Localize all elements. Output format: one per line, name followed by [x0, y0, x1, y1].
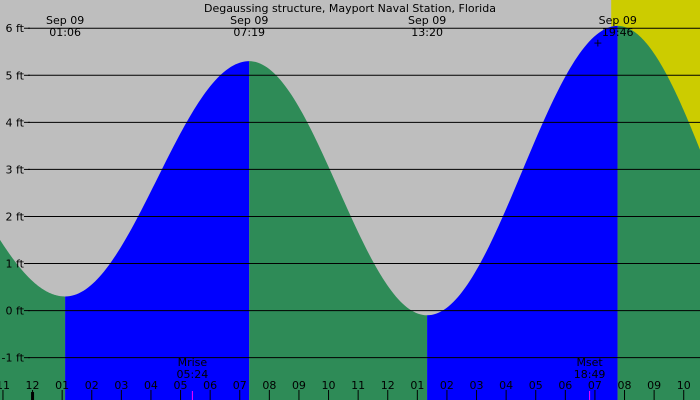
y-tick-label: 0 ft: [6, 305, 25, 318]
x-tick-label: 10: [677, 379, 691, 392]
extreme-date-label: Sep 09: [408, 14, 446, 27]
x-tick-label: 02: [85, 379, 99, 392]
moon-event-time: 18:49: [574, 368, 606, 381]
y-tick-label: 6 ft: [6, 22, 25, 35]
y-tick-label: -1 ft: [2, 352, 25, 365]
x-tick-label: 06: [203, 379, 217, 392]
x-tick-label: 12: [26, 379, 40, 392]
extreme-time-label: 13:20: [411, 26, 443, 39]
x-tick-label: 07: [588, 379, 602, 392]
x-tick-label: 05: [174, 379, 188, 392]
moon-event-time: 05:24: [177, 368, 209, 381]
markers: +: [593, 36, 602, 49]
y-tick-label: 1 ft: [6, 258, 25, 271]
plus-marker: +: [593, 36, 602, 49]
x-tick-label: 08: [262, 379, 276, 392]
y-tick-label: 4 ft: [6, 116, 25, 129]
x-tick-label: 12: [381, 379, 395, 392]
extreme-date-label: Sep 09: [46, 14, 84, 27]
extreme-time-label: 07:19: [233, 26, 265, 39]
extreme-time-label: 19:46: [602, 26, 634, 39]
y-tick-label: 2 ft: [6, 210, 25, 223]
gridlines: [24, 27, 700, 359]
x-tick-label: 05: [529, 379, 543, 392]
moon-event-label: Mset: [576, 356, 603, 369]
rising-tide-area: [65, 61, 250, 400]
x-tick-label: 01: [410, 379, 424, 392]
falling-tide-area: [0, 239, 66, 400]
x-tick-label: 09: [292, 379, 306, 392]
y-tick-label: 5 ft: [6, 69, 25, 82]
y-tick-label: 3 ft: [6, 163, 25, 176]
tide-areas: [0, 25, 700, 400]
falling-tide-area: [617, 25, 700, 400]
x-tick-label: 09: [647, 379, 661, 392]
x-tick-label: 07: [233, 379, 247, 392]
extreme-date-label: Sep 09: [599, 14, 637, 27]
x-tick-label: 01: [55, 379, 69, 392]
y-axis-labels: 6 ft 5 ft 4 ft 3 ft 2 ft 1 ft 0 ft -1 ft: [2, 22, 25, 364]
extreme-date-label: Sep 09: [230, 14, 268, 27]
x-tick-label: 02: [440, 379, 454, 392]
x-tick-label: 08: [618, 379, 632, 392]
x-tick-label: 03: [470, 379, 484, 392]
extreme-time-label: 01:06: [49, 26, 81, 39]
chart-title: Degaussing structure, Mayport Naval Stat…: [204, 2, 496, 15]
x-tick-label: 11: [351, 379, 365, 392]
falling-tide-area: [249, 61, 428, 400]
rising-tide-area: [427, 25, 618, 400]
x-tick-label: 11: [0, 379, 10, 392]
x-tick-label: 04: [499, 379, 513, 392]
x-tick-label: 06: [558, 379, 572, 392]
x-axis-labels: 11 12 01 02 03 04 05 06 07 08 09 10 11 12 01 02 03 04 05 06…: [0, 379, 691, 400]
moon-event-label: Mrise: [178, 356, 208, 369]
x-tick-label: 03: [114, 379, 128, 392]
x-tick-label: 10: [322, 379, 336, 392]
x-tick-label: 04: [144, 379, 158, 392]
